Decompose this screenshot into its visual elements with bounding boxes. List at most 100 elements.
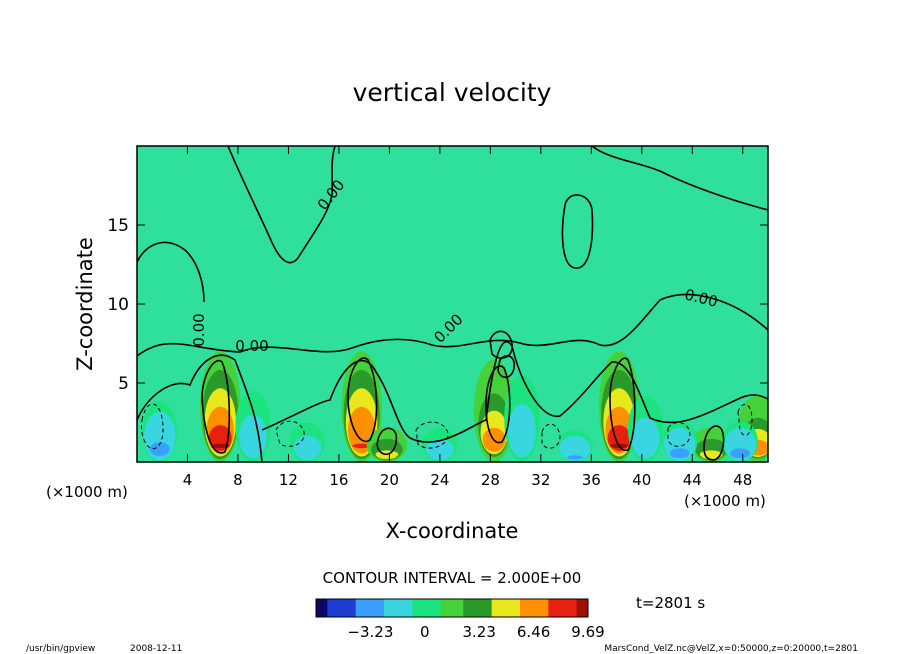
colorbar-tick-label: −3.23 [347,623,393,641]
contour-label: 0.00 [190,313,208,346]
colorbar-cell [514,599,520,617]
chart-title: vertical velocity [353,78,552,107]
colorbar-cell [407,599,413,617]
y-tick-label: 10 [107,295,129,315]
colorbar-cell [543,599,549,617]
colorbar-tick-label: 9.69 [571,623,604,641]
colorbar-cell [322,599,328,617]
colorbar-tick-label: 6.46 [517,623,550,641]
contour-interval-label: CONTOUR INTERVAL = 2.000E+00 [323,569,582,587]
colorbar-cell [373,599,379,617]
x-tick-label: 20 [380,471,399,489]
colorbar-cell [435,599,441,617]
downdraft-cell [557,430,592,462]
colorbar-cell [327,599,333,617]
colorbar-cell [384,599,390,617]
colorbar [316,599,589,617]
colorbar-cell [452,599,458,617]
colorbar-cell [418,599,424,617]
x-tick-label: 24 [430,471,449,489]
x-tick-labels: 4812162024283236404448 [183,471,753,489]
colorbar-cell [548,599,554,617]
colorbar-cell [367,599,373,617]
colorbar-cell [441,599,447,617]
y-tick-label: 15 [107,216,129,236]
x-tick-label: 44 [683,471,702,489]
field-level [485,445,504,449]
colorbar-cell [520,599,526,617]
colorbar-cell [361,599,367,617]
colorbar-tick-label: 3.23 [462,623,495,641]
colorbar-cell [446,599,452,617]
downdraft-cell [235,391,270,462]
colorbar-cell [486,599,492,617]
colorbar-cell [497,599,503,617]
colorbar-cell [356,599,362,617]
x-unit-label-left: (×1000 m) [46,483,128,501]
y-axis-label: Z-coordinate [73,237,97,371]
x-tick-label: 32 [531,471,550,489]
x-tick-label: 4 [183,471,193,489]
colorbar-cell [316,599,322,617]
colorbar-cell [378,599,384,617]
field-level [378,455,397,459]
field-level [152,451,168,455]
footer-date: 2008-12-11 [130,644,182,654]
colorbar-cell [350,599,356,617]
contour-label: 0.00 [235,337,268,355]
y-tick-labels: 5 10 15 [107,216,129,394]
field-level [245,450,261,454]
x-tick-label: 28 [481,471,500,489]
x-tick-label: 16 [329,471,348,489]
field-level [514,447,530,451]
x-tick-label: 8 [233,471,243,489]
colorbar-cell [458,599,464,617]
colorbar-cell [412,599,418,617]
colorbar-cell [492,599,498,617]
downdraft-cell [723,421,758,462]
colorbar-cell [565,599,571,617]
colorbar-cell [390,599,396,617]
time-label: t=2801 s [636,594,705,612]
colorbar-cell [537,599,543,617]
x-tick-label: 40 [632,471,651,489]
field-level [299,454,315,458]
colorbar-cell [424,599,430,617]
x-axis-label: X-coordinate [386,519,519,543]
footer-source: MarsCond_VelZ.nc@VelZ,x=0:50000,z=0:2000… [604,644,858,654]
colorbar-tick-labels: −3.23 0 3.23 6.46 9.69 [347,623,604,641]
colorbar-cell [429,599,435,617]
colorbar-cell [577,599,583,617]
field-level [637,450,653,454]
footer-program: /usr/bin/gpview [26,644,95,654]
colorbar-cell [509,599,515,617]
colorbar-cell [401,599,407,617]
colorbar-cell [339,599,345,617]
colorbar-cell [475,599,481,617]
updraft-cell [200,351,240,462]
x-tick-label: 36 [582,471,601,489]
colorbar-cell [463,599,469,617]
plot-area: 0.00 0.00 0.00 0.00 0.00 [137,146,778,462]
field-level [732,454,748,458]
y-tick-label: 5 [118,374,129,394]
downdraft-cell [290,423,325,463]
colorbar-cell [469,599,475,617]
colorbar-cell [571,599,577,617]
colorbar-cell [333,599,339,617]
colorbar-cell [531,599,537,617]
field-level [567,455,583,459]
colorbar-cell [503,599,509,617]
colorbar-cell [554,599,560,617]
colorbar-cell [560,599,566,617]
x-tick-label: 12 [279,471,298,489]
x-tick-label: 48 [733,471,752,489]
colorbar-cell [344,599,350,617]
colorbar-tick-label: 0 [420,623,430,641]
field-level [672,454,688,458]
x-unit-label-right: (×1000 m) [684,492,766,510]
colorbar-cell [395,599,401,617]
colorbar-cell [480,599,486,617]
colorbar-cell [526,599,532,617]
